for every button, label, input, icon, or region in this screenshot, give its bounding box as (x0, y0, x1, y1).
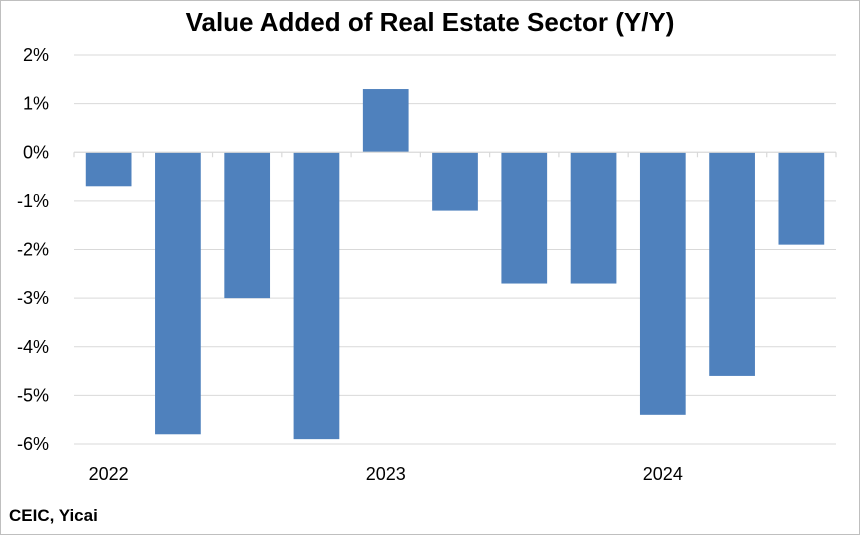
x-tick-label: 2024 (643, 464, 683, 484)
y-tick-label: 0% (23, 142, 49, 162)
chart-title: Value Added of Real Estate Sector (Y/Y) (185, 7, 675, 37)
x-tick-label: 2022 (89, 464, 129, 484)
bar (85, 152, 132, 187)
x-axis-labels: 2022 2023 2024 (89, 464, 683, 484)
bar (639, 152, 686, 415)
y-tick-label: -6% (17, 434, 49, 454)
bar (293, 152, 340, 440)
bar (709, 152, 755, 376)
bar-series (85, 89, 825, 440)
source-note: CEIC, Yicai (9, 506, 98, 525)
x-tick-label: 2023 (366, 464, 406, 484)
bar (432, 152, 478, 211)
y-tick-label: -5% (17, 385, 49, 405)
bar (362, 89, 409, 153)
y-axis-labels: 2% 1% 0% -1% -2% -3% -4% -5% -6% (17, 45, 49, 454)
y-tick-label: -1% (17, 191, 49, 211)
bar (501, 152, 548, 284)
y-tick-label: -3% (17, 288, 49, 308)
y-tick-label: 2% (23, 45, 49, 65)
y-tick-label: 1% (23, 94, 49, 114)
bar (778, 152, 825, 245)
x-axis (73, 151, 837, 158)
bar (224, 152, 271, 299)
bar (570, 152, 617, 284)
y-tick-label: -4% (17, 337, 49, 357)
y-tick-label: -2% (17, 240, 49, 260)
bar (155, 152, 201, 435)
